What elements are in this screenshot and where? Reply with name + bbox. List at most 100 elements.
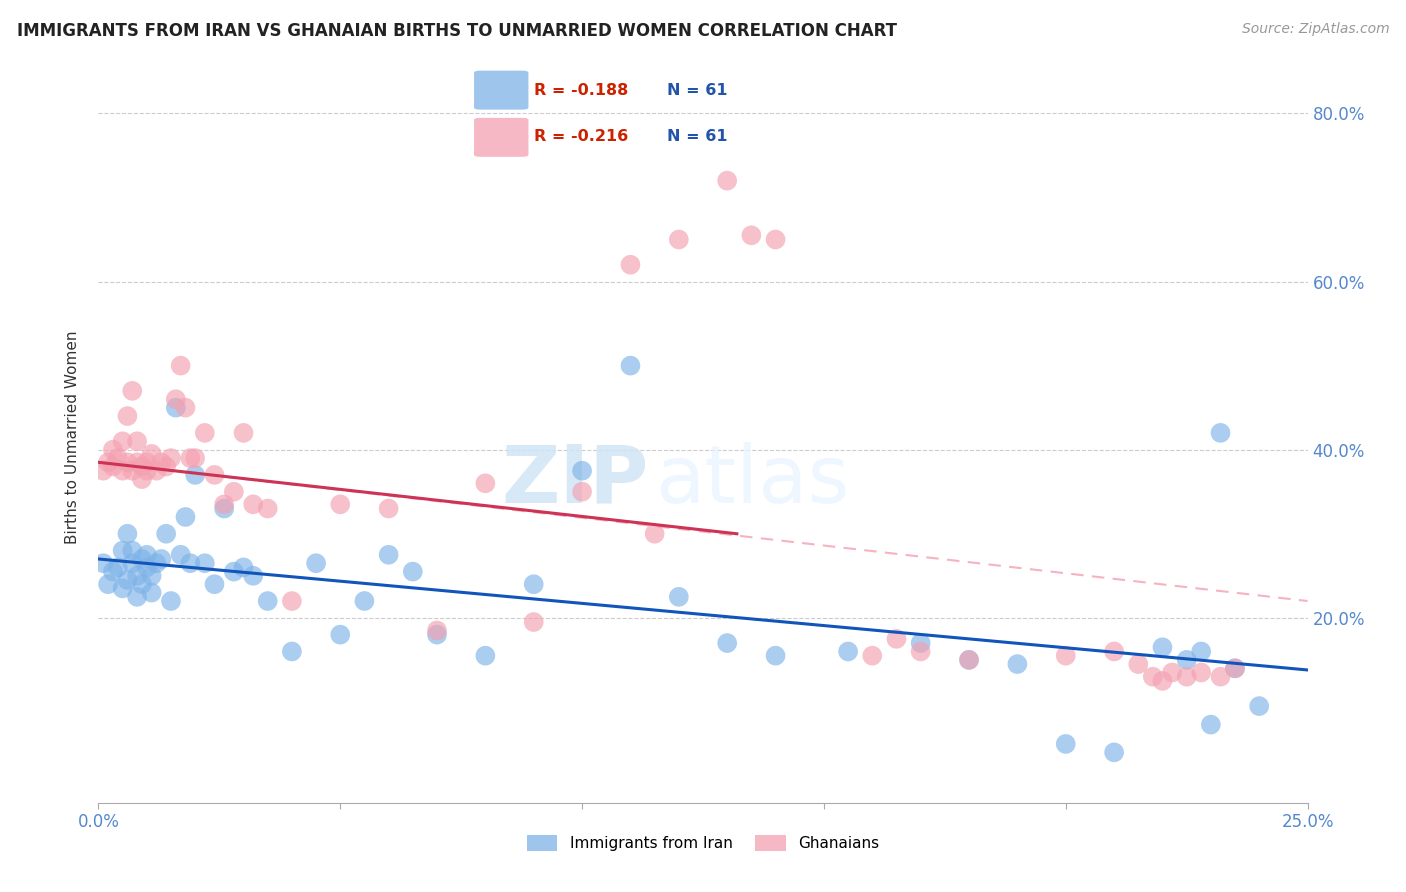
Point xyxy=(1142,670,1164,684)
Point xyxy=(91,556,114,570)
Point xyxy=(281,594,304,608)
Point xyxy=(1189,665,1212,680)
Point xyxy=(474,648,496,663)
Point xyxy=(644,526,666,541)
Point xyxy=(1189,644,1212,658)
Point xyxy=(145,464,167,478)
Point xyxy=(765,233,787,247)
Point xyxy=(1175,653,1198,667)
Point xyxy=(886,632,908,646)
Legend: Immigrants from Iran, Ghanaians: Immigrants from Iran, Ghanaians xyxy=(520,830,886,857)
Point xyxy=(1209,670,1232,684)
Text: N = 61: N = 61 xyxy=(668,128,728,144)
Point xyxy=(117,409,139,423)
Point xyxy=(1054,737,1077,751)
Point xyxy=(377,501,399,516)
Point xyxy=(174,510,197,524)
Point xyxy=(97,455,120,469)
Point xyxy=(1102,745,1125,759)
Point xyxy=(619,258,641,272)
Point xyxy=(194,425,217,440)
Point xyxy=(212,501,235,516)
Point xyxy=(165,401,187,415)
Point xyxy=(169,359,191,373)
Point xyxy=(101,442,124,457)
Point xyxy=(127,434,149,449)
Point xyxy=(305,556,328,570)
Point xyxy=(141,569,163,583)
Point xyxy=(1128,657,1150,671)
Point xyxy=(204,577,226,591)
Text: ZIP: ZIP xyxy=(502,442,648,520)
Text: R = -0.216: R = -0.216 xyxy=(534,128,628,144)
Point xyxy=(402,565,425,579)
Point xyxy=(426,627,449,641)
Point xyxy=(135,464,157,478)
Point xyxy=(131,459,153,474)
Point xyxy=(668,233,690,247)
Point xyxy=(194,556,217,570)
Point xyxy=(127,569,149,583)
Point xyxy=(910,644,932,658)
Point xyxy=(910,636,932,650)
FancyBboxPatch shape xyxy=(474,70,529,110)
Point xyxy=(155,459,177,474)
Point xyxy=(135,548,157,562)
Point xyxy=(135,560,157,574)
Point xyxy=(131,552,153,566)
Point xyxy=(957,653,980,667)
Point xyxy=(1249,699,1271,714)
Point xyxy=(1152,673,1174,688)
Point xyxy=(131,577,153,591)
Point xyxy=(740,228,762,243)
Point xyxy=(256,594,278,608)
Point xyxy=(184,451,207,466)
Point xyxy=(169,548,191,562)
Point xyxy=(1152,640,1174,655)
Point xyxy=(131,472,153,486)
Point xyxy=(165,392,187,407)
Point xyxy=(571,484,593,499)
Point xyxy=(329,497,352,511)
Point xyxy=(377,548,399,562)
Point xyxy=(101,459,124,474)
Point xyxy=(523,577,546,591)
Text: R = -0.188: R = -0.188 xyxy=(534,83,628,97)
Point xyxy=(150,552,173,566)
Point xyxy=(184,467,207,482)
Point xyxy=(135,455,157,469)
Point xyxy=(121,543,143,558)
Point xyxy=(127,590,149,604)
Point xyxy=(121,464,143,478)
Point xyxy=(160,594,183,608)
Point xyxy=(179,556,201,570)
Point xyxy=(1102,644,1125,658)
Point xyxy=(232,425,254,440)
Point xyxy=(141,447,163,461)
Point xyxy=(242,569,264,583)
Point xyxy=(1223,661,1246,675)
Text: IMMIGRANTS FROM IRAN VS GHANAIAN BIRTHS TO UNMARRIED WOMEN CORRELATION CHART: IMMIGRANTS FROM IRAN VS GHANAIAN BIRTHS … xyxy=(17,22,897,40)
Point xyxy=(716,174,738,188)
Point xyxy=(1054,648,1077,663)
Point xyxy=(668,590,690,604)
Point xyxy=(242,497,264,511)
Point xyxy=(117,455,139,469)
Point xyxy=(222,484,245,499)
Point xyxy=(150,455,173,469)
Point xyxy=(179,451,201,466)
Point xyxy=(281,644,304,658)
Point xyxy=(111,543,134,558)
Point xyxy=(329,627,352,641)
FancyBboxPatch shape xyxy=(474,118,529,157)
Point xyxy=(155,526,177,541)
Point xyxy=(111,464,134,478)
Point xyxy=(111,434,134,449)
Point xyxy=(232,560,254,574)
Point xyxy=(117,573,139,587)
Point xyxy=(212,497,235,511)
Point xyxy=(121,384,143,398)
Y-axis label: Births to Unmarried Women: Births to Unmarried Women xyxy=(65,330,80,544)
Point xyxy=(97,577,120,591)
Point xyxy=(619,359,641,373)
